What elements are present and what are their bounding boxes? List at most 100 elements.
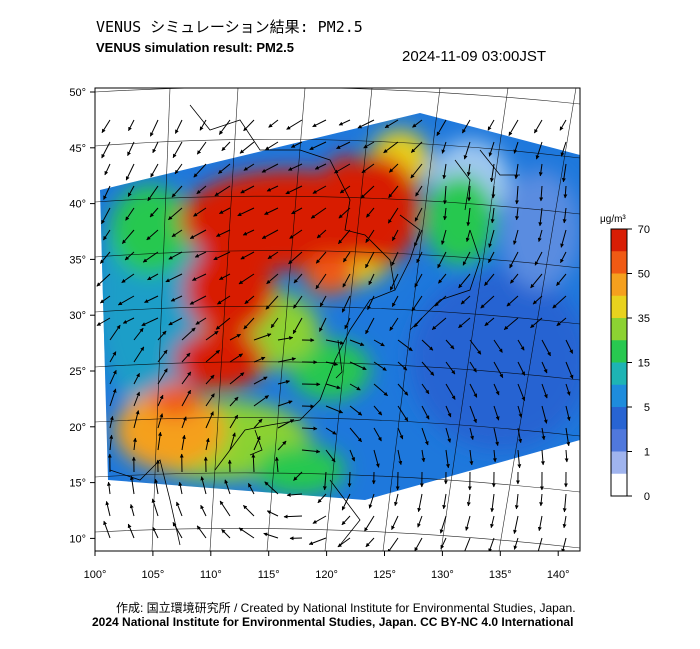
wind-arrow xyxy=(534,251,543,266)
wind-arrow xyxy=(469,427,474,440)
wind-arrow xyxy=(176,501,183,517)
wind-arrow xyxy=(533,119,543,134)
wind-arrow xyxy=(336,141,351,150)
wind-arrow xyxy=(493,383,500,396)
wind-arrow xyxy=(216,229,231,237)
wind-arrow xyxy=(513,141,519,154)
wind-arrow xyxy=(341,515,351,526)
wind-arrow xyxy=(325,339,345,345)
wind-arrow xyxy=(266,273,279,285)
wind-arrow xyxy=(460,295,471,305)
colorbar-label: 15 xyxy=(638,358,650,370)
wind-arrow xyxy=(325,449,336,463)
colorbar-label: 5 xyxy=(644,402,650,414)
wind-arrow xyxy=(421,405,430,420)
wind-arrow xyxy=(129,475,135,495)
wind-arrow xyxy=(489,163,495,183)
wind-arrow xyxy=(490,207,495,224)
wind-arrow xyxy=(458,317,471,329)
wind-arrow xyxy=(397,427,404,440)
wind-arrow xyxy=(397,361,408,371)
colorbar-label: 35 xyxy=(638,313,650,325)
wind-arrow xyxy=(293,273,303,284)
wind-arrow xyxy=(172,522,183,539)
lon-tick-label: 135° xyxy=(489,569,512,581)
lat-tick-label: 10° xyxy=(69,533,86,545)
wind-arrow xyxy=(317,493,327,504)
wind-arrow xyxy=(289,229,303,239)
wind-arrow xyxy=(277,379,290,385)
wind-arrow xyxy=(239,141,255,154)
wind-arrow xyxy=(337,537,351,548)
wind-arrow xyxy=(199,119,207,131)
wind-arrow xyxy=(308,537,327,545)
wind-arrow xyxy=(172,141,183,159)
wind-arrow xyxy=(99,251,111,264)
wind-arrow xyxy=(394,493,399,507)
wind-arrow xyxy=(312,515,327,524)
wind-arrow xyxy=(421,339,434,351)
wind-arrow xyxy=(488,537,495,551)
wind-arrow xyxy=(556,273,567,286)
wind-arrow xyxy=(165,273,183,283)
wind-arrow xyxy=(514,185,519,205)
colorbar-segment xyxy=(611,473,627,497)
wind-arrow xyxy=(285,185,303,195)
lat-tick-label: 45° xyxy=(69,143,86,155)
wind-arrow xyxy=(488,251,495,264)
colorbar-segment xyxy=(611,229,627,252)
wind-arrow xyxy=(195,317,207,325)
wind-arrow xyxy=(488,229,495,248)
wind-arrow xyxy=(441,229,447,245)
wind-arrow xyxy=(415,185,423,197)
wind-arrow xyxy=(157,431,162,451)
wind-arrow xyxy=(562,493,567,513)
lat-tick-label: 50° xyxy=(69,87,86,99)
wind-arrow xyxy=(439,515,447,534)
wind-arrow xyxy=(539,493,544,507)
wind-arrow xyxy=(530,273,543,289)
lon-tick-label: 100° xyxy=(84,569,107,581)
lon-tick-label: 130° xyxy=(431,569,454,581)
colorbar-segment xyxy=(611,318,627,341)
wind-arrow xyxy=(397,383,409,396)
wind-arrow xyxy=(127,523,135,539)
wind-arrow xyxy=(316,229,327,239)
wind-arrow xyxy=(338,229,351,245)
wind-arrow xyxy=(559,119,567,131)
wind-arrow xyxy=(229,333,241,341)
wind-arrow xyxy=(537,537,543,551)
lat-tick-label: 20° xyxy=(69,422,86,434)
wind-arrow xyxy=(261,163,279,173)
wind-arrow xyxy=(443,207,448,221)
wind-arrow xyxy=(461,119,471,134)
wind-arrow xyxy=(541,383,548,399)
wind-arrow xyxy=(224,479,231,495)
lat-tick-label: 15° xyxy=(69,478,86,490)
lat-tick-label: 30° xyxy=(69,310,86,322)
wind-arrow xyxy=(144,295,159,303)
wind-arrow xyxy=(104,163,111,176)
wind-arrow xyxy=(437,251,447,269)
wind-arrow xyxy=(360,185,375,199)
wind-arrow xyxy=(205,437,210,451)
wind-arrow xyxy=(215,317,231,330)
lon-tick-label: 125° xyxy=(373,569,396,581)
wind-arrow xyxy=(196,525,207,539)
wind-arrow xyxy=(109,369,117,385)
wind-arrow xyxy=(181,416,187,429)
lon-tick-label: 110° xyxy=(200,569,222,581)
wind-arrow xyxy=(490,515,495,529)
wind-arrow xyxy=(122,317,135,324)
longitude-axis: 100° 105° 110° 115° 120° 125° 130° 135° 140° xyxy=(84,551,570,581)
wind-arrow xyxy=(266,510,279,517)
wind-arrow xyxy=(268,119,279,128)
wind-arrow xyxy=(193,163,207,178)
wind-arrow xyxy=(170,295,183,302)
wind-arrow xyxy=(133,346,145,363)
wind-arrow xyxy=(101,207,111,225)
wind-arrow xyxy=(205,374,215,385)
wind-arrow xyxy=(563,185,568,199)
wind-arrow xyxy=(109,388,117,407)
wind-arrow xyxy=(517,405,523,418)
